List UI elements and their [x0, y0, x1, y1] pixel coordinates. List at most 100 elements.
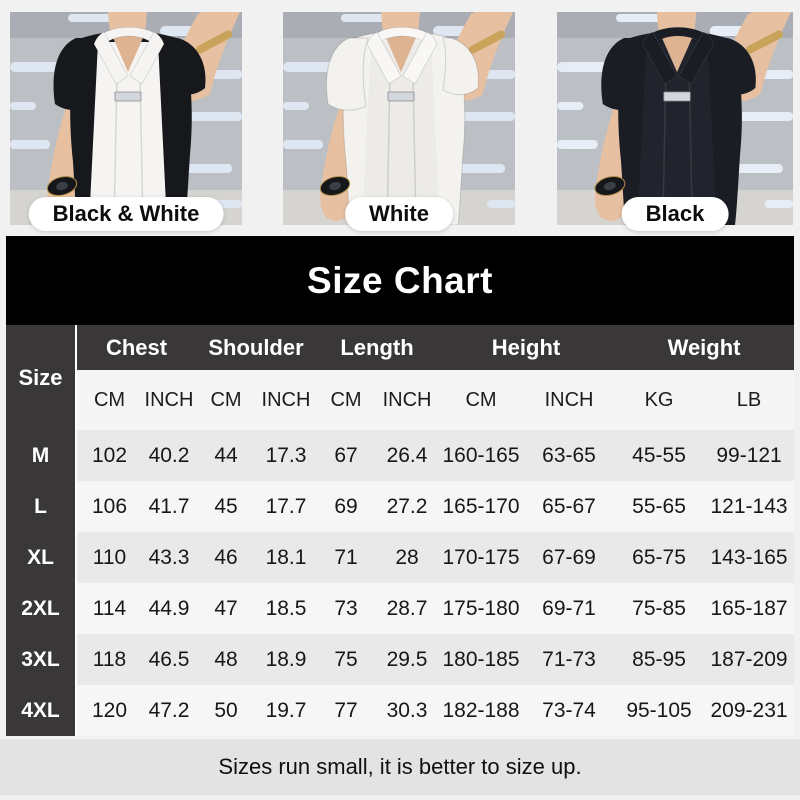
cell: 69	[334, 494, 358, 518]
cell: 18.1	[265, 545, 307, 569]
variant-label-pill[interactable]: Black	[621, 197, 729, 231]
variant-label: Black	[645, 201, 705, 226]
cell: 110	[92, 545, 127, 569]
cell: 46	[214, 545, 238, 569]
table-row: M 102 40.2 44 17.3 67 26.4 160-165 63-65…	[6, 430, 795, 481]
cell: 102	[91, 443, 128, 467]
cell: 95-105	[626, 698, 692, 722]
cell: 28.7	[386, 596, 428, 620]
variant-label: White	[369, 201, 429, 226]
cell: 30.3	[386, 698, 428, 722]
cell: 160-165	[442, 443, 520, 467]
size-chart-table: Size Chest Shoulder Length Height Weight…	[6, 325, 795, 736]
variant-label-pill[interactable]: Black & White	[28, 197, 224, 231]
cell: 40.2	[148, 443, 190, 467]
cell: 143-165	[710, 545, 788, 569]
variant-photo-white[interactable]: White	[283, 12, 515, 231]
cell: 55-65	[632, 494, 686, 518]
cell: 73-74	[542, 698, 596, 722]
subheader-chest-cm: CM	[76, 370, 142, 430]
model-photo-illustration	[557, 12, 793, 225]
group-header-length: Length	[316, 325, 439, 370]
cell: 75	[334, 647, 358, 671]
cell: 47	[214, 596, 238, 620]
cell: 114	[92, 596, 127, 620]
cell: 106	[91, 494, 128, 518]
cell: 187-209	[710, 647, 788, 671]
subheader-shoulder-inch: INCH	[256, 370, 316, 430]
cell: 165-187	[710, 596, 788, 620]
variant-label: Black & White	[52, 201, 200, 226]
cell: 175-180	[442, 596, 520, 620]
cell: 29.5	[386, 647, 428, 671]
cell: 45	[214, 494, 238, 518]
cell: 43.3	[148, 545, 190, 569]
model-photo-illustration	[283, 12, 515, 225]
size-chart-title: Size Chart	[6, 236, 794, 325]
variant-gallery: Black & White	[0, 0, 800, 231]
cell: 17.7	[265, 494, 307, 518]
cell: 18.9	[265, 647, 307, 671]
cell: 99-121	[716, 443, 782, 467]
row-size-label: 3XL	[6, 634, 77, 685]
cell: 27.2	[386, 494, 428, 518]
cell: 41.7	[148, 494, 190, 518]
cell: 77	[334, 698, 358, 722]
cell: 46.5	[148, 647, 190, 671]
subheader-height-cm: CM	[438, 370, 525, 430]
cell: 44	[214, 443, 238, 467]
group-header-weight: Weight	[614, 325, 795, 370]
cell: 65-75	[632, 545, 686, 569]
row-size-label: 4XL	[6, 685, 77, 736]
row-size-label: L	[6, 481, 77, 532]
cell: 44.9	[148, 596, 190, 620]
size-note: Sizes run small, it is better to size up…	[0, 739, 800, 795]
group-header-shoulder: Shoulder	[196, 325, 316, 370]
variant-photo-black[interactable]: Black	[557, 12, 793, 231]
cell: 67-69	[542, 545, 596, 569]
cell: 165-170	[442, 494, 520, 518]
table-row: L 106 41.7 45 17.7 69 27.2 165-170 65-67…	[6, 481, 795, 532]
cell: 121-143	[710, 494, 788, 518]
table-row: 4XL 120 47.2 50 19.7 77 30.3 182-188 73-…	[6, 685, 795, 736]
cell: 73	[334, 596, 358, 620]
variant-label-pill[interactable]: White	[345, 197, 453, 231]
subheader-length-inch: INCH	[376, 370, 439, 430]
cell: 67	[334, 443, 358, 467]
subheader-height-inch: INCH	[524, 370, 615, 430]
cell: 170-175	[442, 545, 520, 569]
cell: 65-67	[542, 494, 596, 518]
row-size-label: M	[6, 430, 77, 481]
cell: 50	[214, 698, 238, 722]
cell: 209-231	[710, 698, 788, 722]
cell: 69-71	[542, 596, 596, 620]
cell: 120	[91, 698, 128, 722]
cell: 26.4	[386, 443, 428, 467]
cell: 71-73	[542, 647, 596, 671]
cell: 45-55	[632, 443, 686, 467]
table-row: XL 110 43.3 46 18.1 71 28 170-175 67-69 …	[6, 532, 795, 583]
cell: 118	[92, 647, 127, 671]
table-row: 3XL 118 46.5 48 18.9 75 29.5 180-185 71-…	[6, 634, 795, 685]
subheader-shoulder-cm: CM	[196, 370, 256, 430]
cell: 18.5	[265, 596, 307, 620]
size-chart-section: Size Chart Size Chest Shoulder Length He…	[6, 236, 795, 736]
cell: 63-65	[542, 443, 596, 467]
cell: 71	[334, 545, 358, 569]
table-row: 2XL 114 44.9 47 18.5 73 28.7 175-180 69-…	[6, 583, 795, 634]
cell: 17.3	[265, 443, 307, 467]
group-header-chest: Chest	[76, 325, 196, 370]
cell: 28	[395, 545, 419, 569]
variant-photo-black-white[interactable]: Black & White	[10, 12, 242, 231]
subheader-length-cm: CM	[316, 370, 376, 430]
group-header-height: Height	[438, 325, 615, 370]
cell: 182-188	[442, 698, 520, 722]
model-photo-illustration	[10, 12, 242, 225]
row-size-label: 2XL	[6, 583, 77, 634]
subheader-weight-kg: KG	[614, 370, 705, 430]
cell: 180-185	[442, 647, 520, 671]
row-size-label: XL	[6, 532, 77, 583]
subheader-chest-inch: INCH	[142, 370, 196, 430]
size-column-header: Size	[6, 325, 77, 430]
cell: 85-95	[632, 647, 686, 671]
